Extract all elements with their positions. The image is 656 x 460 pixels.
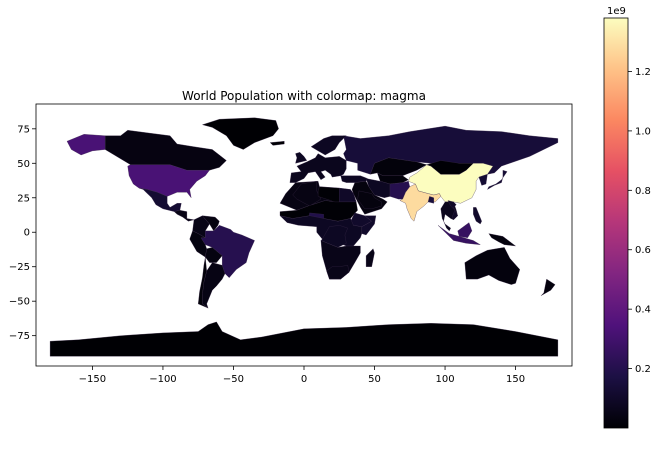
country-bangladesh [427,196,434,204]
x-tick-label: −150 [79,374,106,385]
y-tick-label: −25 [9,262,30,273]
country-somalia [361,215,377,236]
country-venezuela [202,215,220,232]
country-greenland [201,117,279,150]
country-madagascar [365,248,375,267]
country-india [399,183,441,222]
country-japan [487,169,508,190]
country-iceland [269,141,285,146]
country-southeast-asia [440,201,458,232]
y-tick-label: −50 [9,297,30,308]
colorbar-tick-label: 0.4 [635,305,651,316]
country-canada [104,130,227,171]
x-tick-label: 100 [436,374,455,385]
map-area [49,117,559,357]
x-axis: −150 −100 −50 0 50 100 150 [79,366,525,385]
y-tick-label: 50 [17,159,30,170]
colorbar-tick-label: 1.0 [635,126,651,137]
country-australia [464,247,520,285]
country-antarctica [49,321,559,357]
y-tick-label: −75 [9,331,30,342]
country-south-africa [326,265,350,280]
x-tick-label: 0 [301,374,307,385]
colorbar-tick-label: 0.8 [635,186,651,197]
colorbar: 1e9 0.2 0.4 0.6 0.8 1.0 1.2 [603,6,651,429]
y-tick-label: 0 [24,228,30,239]
country-mongolia [426,160,474,175]
colorbar-ticks: 0.2 0.4 0.6 0.8 1.0 1.2 [628,67,651,375]
country-chile [198,257,209,309]
country-egypt [339,187,357,203]
country-mexico [138,187,182,212]
x-tick-label: −50 [223,374,244,385]
x-tick-label: −100 [149,374,176,385]
country-western-europe [289,153,347,183]
country-new-zealand [540,278,556,296]
country-alaska [66,134,106,156]
y-tick-label: 25 [17,193,30,204]
colorbar-offset-text: 1e9 [607,6,626,17]
colorbar-gradient [603,17,629,429]
colorbar-tick-label: 0.6 [635,245,651,256]
country-iran [365,178,391,198]
country-central-america [173,210,195,222]
country-vietnam [447,200,458,221]
country-new-guinea [488,233,517,247]
country-saudi-arabia [357,190,382,209]
x-tick-label: 150 [506,374,525,385]
y-axis: 75 50 25 0 −25 −50 −75 [9,124,36,342]
country-philippines [473,207,482,225]
country-britain [295,152,308,164]
country-indonesia [437,225,481,245]
country-scandinavia [310,135,347,156]
country-peru [189,230,207,258]
x-tick-label: 50 [368,374,381,385]
country-borneo [457,222,473,238]
colorbar-tick-label: 0.2 [635,364,651,375]
chart-title: World Population with colormap: magma [182,89,426,103]
country-korea [478,174,488,186]
y-tick-label: 75 [17,124,30,135]
country-russia [343,125,559,175]
country-kazakhstan [370,157,428,176]
colorbar-tick-label: 1.2 [635,67,651,78]
